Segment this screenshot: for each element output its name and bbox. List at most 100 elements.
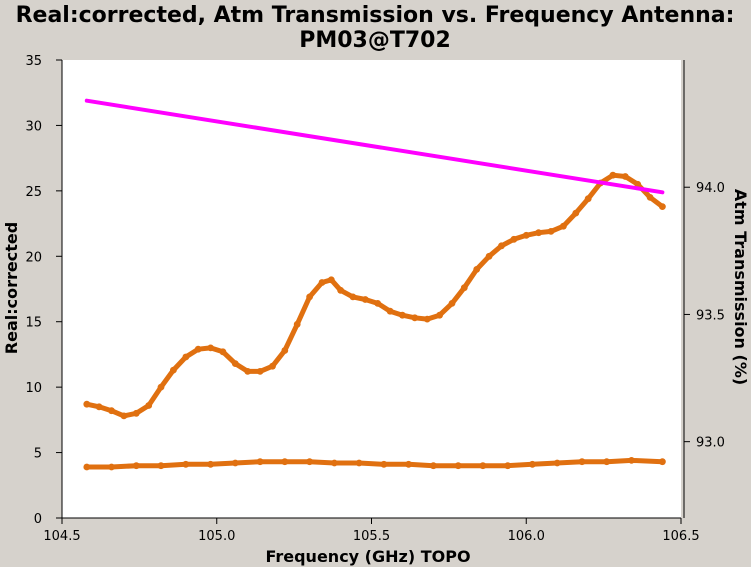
chart-title-line1: Real:corrected, Atm Transmission vs. Fre… bbox=[16, 3, 735, 28]
data-point bbox=[349, 293, 357, 301]
data-point bbox=[361, 296, 369, 303]
data-marks bbox=[83, 98, 666, 471]
data-point bbox=[306, 293, 313, 301]
x-tick-label: 105.5 bbox=[353, 529, 390, 544]
y-tick-label: 15 bbox=[25, 316, 42, 331]
data-point bbox=[529, 460, 536, 468]
data-point bbox=[553, 459, 561, 467]
y2-axis-ticks: 93.0 93.5 94.0 bbox=[684, 181, 725, 451]
data-point bbox=[256, 458, 264, 466]
data-point bbox=[244, 368, 252, 375]
data-point bbox=[256, 368, 264, 375]
data-point bbox=[634, 180, 642, 188]
data-point bbox=[355, 459, 363, 467]
x-tick-label: 105.0 bbox=[198, 529, 235, 544]
y-tick-label: 25 bbox=[25, 185, 42, 200]
data-point bbox=[498, 242, 505, 250]
data-point bbox=[219, 348, 227, 356]
data-point bbox=[510, 235, 518, 243]
data-point bbox=[337, 286, 344, 294]
data-point bbox=[628, 457, 635, 464]
data-point bbox=[621, 173, 629, 180]
data-point bbox=[560, 222, 567, 230]
y-axis-label: Real:corrected bbox=[2, 222, 21, 354]
y-axis-ticks: 0 5 10 15 20 25 30 35 bbox=[25, 54, 62, 527]
data-point bbox=[281, 347, 289, 354]
data-point bbox=[584, 195, 592, 203]
data-point bbox=[83, 400, 91, 408]
y2-tick-label: 93.0 bbox=[696, 436, 725, 451]
data-point bbox=[170, 366, 177, 374]
x-tick-label: 106.5 bbox=[662, 529, 699, 544]
data-point bbox=[547, 228, 555, 235]
data-point bbox=[448, 300, 456, 307]
plot-area bbox=[62, 60, 681, 518]
data-point bbox=[380, 460, 388, 468]
data-point bbox=[535, 229, 542, 237]
data-point bbox=[207, 344, 215, 352]
data-series-line-2 bbox=[84, 457, 665, 470]
y2-tick-label: 94.0 bbox=[696, 181, 725, 196]
data-point bbox=[473, 266, 481, 273]
y-tick-label: 5 bbox=[34, 447, 42, 462]
y2-axis-label: Atm Transmission (%) bbox=[731, 189, 750, 385]
data-point bbox=[83, 463, 91, 471]
data-point bbox=[659, 203, 666, 211]
data-point bbox=[281, 458, 289, 466]
data-point bbox=[504, 462, 512, 470]
data-point bbox=[231, 360, 239, 367]
data-point bbox=[182, 460, 190, 468]
data-point bbox=[145, 402, 153, 409]
data-point bbox=[157, 462, 165, 470]
data-point bbox=[331, 459, 338, 467]
y-tick-label: 30 bbox=[25, 119, 42, 134]
data-point bbox=[374, 300, 382, 307]
data-point bbox=[120, 412, 128, 420]
x-tick-label: 106.0 bbox=[508, 529, 545, 544]
data-point bbox=[603, 458, 611, 466]
data-point bbox=[95, 403, 103, 411]
chart-title-line2: PM03@T702 bbox=[299, 28, 451, 53]
data-point bbox=[572, 209, 580, 217]
data-point bbox=[485, 252, 493, 260]
x-axis-ticks: 104.5 105.0 105.5 106.0 106.5 bbox=[43, 518, 700, 544]
x-tick-label: 104.5 bbox=[43, 529, 80, 544]
data-point bbox=[132, 462, 140, 470]
data-point bbox=[231, 459, 239, 467]
data-point bbox=[182, 353, 190, 361]
data-point bbox=[399, 311, 406, 319]
data-point bbox=[609, 171, 617, 179]
data-point bbox=[293, 320, 301, 328]
data-point bbox=[479, 462, 487, 470]
data-point bbox=[327, 276, 335, 284]
y-tick-label: 0 bbox=[34, 512, 42, 527]
data-point bbox=[269, 362, 276, 370]
data-point bbox=[108, 407, 115, 415]
data-point bbox=[405, 460, 412, 468]
data-point bbox=[436, 311, 443, 319]
data-point bbox=[386, 307, 394, 315]
data-point bbox=[194, 345, 202, 353]
data-point bbox=[578, 458, 586, 466]
y2-tick-label: 93.5 bbox=[696, 308, 725, 323]
y-tick-label: 10 bbox=[25, 381, 42, 396]
data-point bbox=[318, 279, 326, 286]
data-point bbox=[108, 463, 115, 471]
data-point bbox=[430, 462, 437, 470]
atm-transmission-line bbox=[84, 98, 665, 195]
y-tick-label: 35 bbox=[25, 54, 42, 69]
data-point bbox=[659, 458, 666, 466]
data-point bbox=[207, 460, 215, 468]
data-point bbox=[132, 409, 140, 417]
y-tick-label: 20 bbox=[25, 250, 42, 265]
data-point bbox=[646, 194, 654, 201]
data-point bbox=[157, 383, 165, 391]
data-point bbox=[411, 314, 419, 322]
data-point bbox=[306, 458, 313, 466]
x-axis-label: Frequency (GHz) TOPO bbox=[265, 547, 470, 566]
data-point bbox=[423, 315, 431, 323]
data-point bbox=[460, 284, 468, 292]
data-point bbox=[522, 231, 530, 239]
